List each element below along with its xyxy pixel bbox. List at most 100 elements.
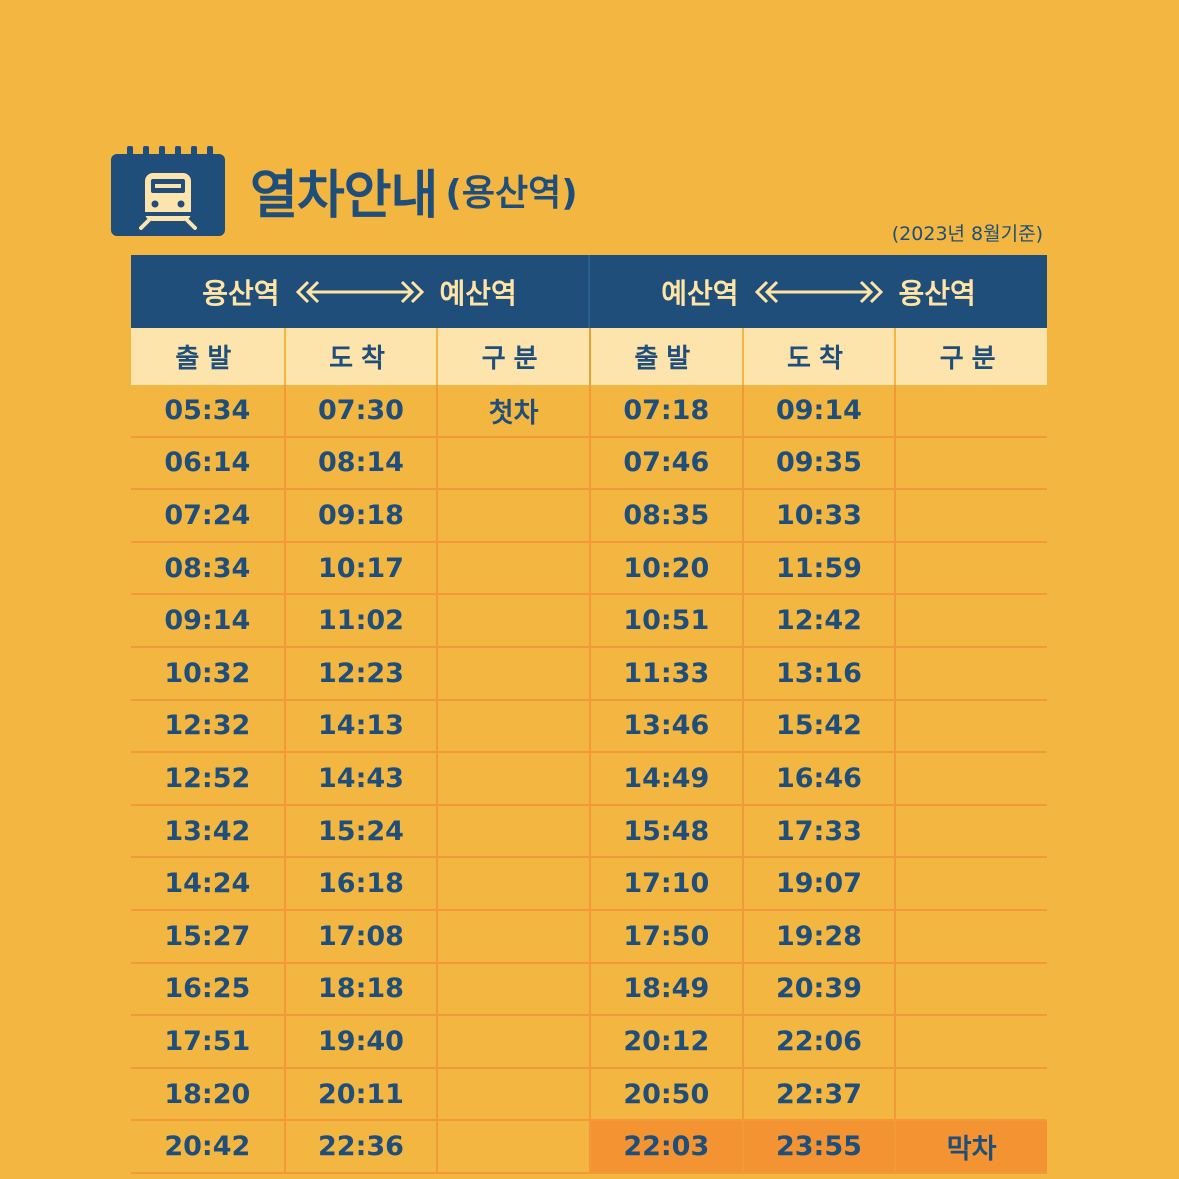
table-row: 14:24 16:18 17:10 19:07 <box>131 858 1047 911</box>
type-cell: 막차 <box>894 1121 1047 1172</box>
departure-cell: 17:51 <box>164 1025 251 1057</box>
arrival-cell: 13:16 <box>741 647 895 699</box>
departure-cell: 17:10 <box>588 858 742 909</box>
type-cell: 첫차 <box>436 385 589 436</box>
arrival-cell: 18:18 <box>283 963 437 1015</box>
arrival-cell: 10:33 <box>741 490 895 541</box>
type-cell <box>436 753 589 804</box>
departure-cell: 08:34 <box>164 552 251 584</box>
timetable-body: 05:34 07:30 첫차 07:18 09:14 06:14 08:14 07:46 09:… <box>131 385 1047 1174</box>
type-cell <box>894 542 1047 594</box>
type-cell <box>436 700 589 752</box>
type-cell <box>894 805 1047 857</box>
double-arrow-icon <box>295 280 424 303</box>
type-cell <box>894 490 1047 541</box>
type-cell <box>436 542 589 594</box>
arrival-cell: 09:35 <box>741 437 895 489</box>
departure-cell: 10:20 <box>588 542 742 594</box>
type-cell <box>436 910 589 962</box>
table-row: 20:42 22:36 22:03 23:55 막차 <box>131 1121 1047 1174</box>
departure-cell: 15:48 <box>588 805 742 857</box>
table-row: 08:34 10:17 10:20 11:59 <box>131 542 1047 596</box>
timetable: 용산역 예산역 예산역 용산역 출발 도착 구분 출발 도착 구분 05:34 0… <box>131 255 1047 1174</box>
table-row: 13:42 15:24 15:48 17:33 <box>131 805 1047 859</box>
route-header: 용산역 예산역 예산역 용산역 <box>131 255 1047 328</box>
type-cell <box>894 910 1047 962</box>
type-cell <box>436 963 589 1015</box>
type-cell <box>436 1016 589 1067</box>
arrival-cell: 19:40 <box>283 1016 437 1067</box>
type-cell <box>894 437 1047 489</box>
departure-cell: 12:52 <box>164 762 251 794</box>
departure-cell: 11:33 <box>588 647 742 699</box>
type-cell <box>436 647 589 699</box>
double-arrow-icon <box>754 280 883 303</box>
arrival-cell: 22:36 <box>283 1121 437 1172</box>
departure-cell: 13:46 <box>588 700 742 752</box>
arrival-cell: 17:08 <box>283 910 437 962</box>
arrival-cell: 20:11 <box>283 1068 437 1120</box>
table-row: 12:32 14:13 13:46 15:42 <box>131 700 1047 754</box>
arrival-cell: 10:17 <box>283 542 437 594</box>
page-title: 열차안내 (용산역) <box>250 150 578 230</box>
type-cell <box>894 385 1047 436</box>
arrival-cell: 09:14 <box>741 385 895 436</box>
column-header-type: 구분 <box>436 328 589 385</box>
type-cell <box>894 1016 1047 1067</box>
departure-cell: 20:42 <box>164 1131 251 1163</box>
arrival-cell: 14:13 <box>283 700 437 752</box>
departure-cell: 09:14 <box>164 605 251 637</box>
departure-cell: 20:50 <box>588 1068 742 1120</box>
type-cell <box>436 490 589 541</box>
departure-cell: 20:12 <box>588 1016 742 1067</box>
departure-cell: 07:46 <box>588 437 742 489</box>
column-header-departure: 출발 <box>175 344 240 374</box>
type-cell <box>436 858 589 909</box>
table-row: 15:27 17:08 17:50 19:28 <box>131 910 1047 964</box>
departure-cell: 07:18 <box>588 385 742 436</box>
arrival-cell: 08:14 <box>283 437 437 489</box>
departure-cell: 22:03 <box>588 1121 742 1172</box>
table-row: 05:34 07:30 첫차 07:18 09:14 <box>131 385 1047 438</box>
departure-cell: 16:25 <box>164 973 251 1005</box>
route-from: 용산역 <box>202 276 280 310</box>
arrival-cell: 22:06 <box>741 1016 895 1067</box>
route-yesan-to-yongsan: 예산역 용산역 <box>588 255 1047 328</box>
type-cell <box>894 858 1047 909</box>
departure-cell: 17:50 <box>588 910 742 962</box>
title-station: (용산역) <box>445 173 578 214</box>
column-header-row: 출발 도착 구분 출발 도착 구분 <box>131 328 1047 385</box>
departure-cell: 15:27 <box>164 920 251 952</box>
type-cell <box>436 1121 589 1172</box>
departure-cell: 12:32 <box>164 710 251 742</box>
arrival-cell: 19:28 <box>741 910 895 962</box>
arrival-cell: 12:42 <box>741 595 895 646</box>
arrival-cell: 11:59 <box>741 542 895 594</box>
table-row: 18:20 20:11 20:50 22:37 <box>131 1068 1047 1122</box>
arrival-cell: 14:43 <box>283 753 437 804</box>
column-header-arrival: 도착 <box>283 328 437 385</box>
type-cell <box>436 437 589 489</box>
arrival-cell: 15:24 <box>283 805 437 857</box>
route-to: 예산역 <box>439 276 517 310</box>
departure-cell: 05:34 <box>164 394 251 426</box>
arrival-cell: 12:23 <box>283 647 437 699</box>
type-cell <box>894 647 1047 699</box>
column-header-type: 구분 <box>894 328 1047 385</box>
departure-cell: 08:35 <box>588 490 742 541</box>
type-cell <box>436 595 589 646</box>
arrival-cell: 15:42 <box>741 700 895 752</box>
table-row: 09:14 11:02 10:51 12:42 <box>131 595 1047 648</box>
arrival-cell: 16:46 <box>741 753 895 804</box>
departure-cell: 07:24 <box>164 499 251 531</box>
table-row: 17:51 19:40 20:12 22:06 <box>131 1016 1047 1069</box>
column-header-arrival: 도착 <box>741 328 895 385</box>
arrival-cell: 07:30 <box>283 385 437 436</box>
arrival-cell: 23:55 <box>741 1121 895 1172</box>
departure-cell: 10:51 <box>588 595 742 646</box>
arrival-cell: 22:37 <box>741 1068 895 1120</box>
column-header-departure: 출발 <box>588 328 742 385</box>
departure-cell: 14:24 <box>164 868 251 900</box>
type-cell <box>894 700 1047 752</box>
basis-note: (2023년 8월기준) <box>891 223 1043 245</box>
